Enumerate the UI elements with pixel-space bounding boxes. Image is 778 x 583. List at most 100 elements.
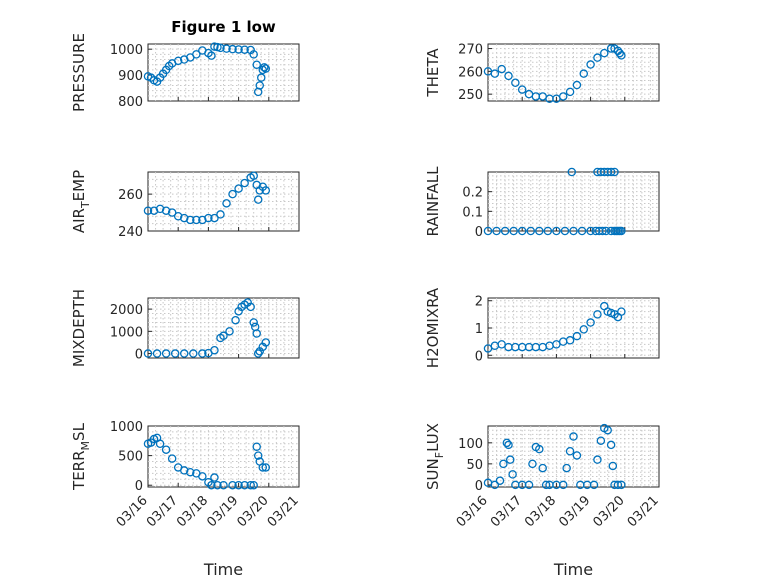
data-point — [173, 211, 183, 221]
data-point — [492, 226, 501, 236]
data-point — [524, 480, 534, 490]
data-point — [558, 92, 568, 101]
data-point — [565, 87, 575, 97]
data-point — [504, 440, 513, 450]
data-point — [234, 184, 243, 193]
data-point — [240, 45, 249, 54]
y-axis-label: PRESSURE — [70, 33, 88, 112]
data-point — [222, 44, 231, 53]
data-point — [149, 206, 159, 215]
data-point — [517, 85, 527, 94]
data-point — [517, 226, 527, 236]
axes-box — [147, 297, 300, 359]
data-point — [569, 432, 578, 441]
data-point — [240, 480, 249, 490]
data-point — [179, 349, 189, 358]
data-point — [253, 349, 263, 358]
data-point — [249, 171, 258, 180]
data-point — [608, 461, 618, 471]
data-point — [152, 349, 162, 358]
data-point — [228, 189, 237, 199]
figure-title: Figure 1 low — [171, 18, 276, 36]
data-point — [234, 45, 243, 54]
data-point — [216, 210, 225, 219]
data-point — [509, 226, 518, 236]
x-tick-label: 03/16 — [454, 493, 491, 530]
y-axis-label: THETA — [424, 48, 442, 98]
data-point — [225, 327, 234, 336]
data-point — [198, 349, 207, 358]
data-point — [228, 480, 237, 490]
y-axis-label: AIRTEMP — [70, 170, 92, 233]
data-point — [261, 338, 271, 347]
y-tick-label: 0 — [135, 479, 143, 494]
data-point — [593, 455, 602, 464]
subplot-top-left: 800 900 1000 PRESSURE Figure 1 low — [70, 18, 300, 112]
data-point — [615, 48, 624, 58]
y-tick-label: 1000 — [110, 43, 143, 58]
data-point — [207, 480, 216, 490]
data-point — [260, 63, 269, 72]
data-point — [222, 199, 231, 208]
data-point — [490, 480, 500, 490]
data-point — [179, 213, 189, 223]
data-point — [535, 444, 544, 454]
data-point — [170, 349, 180, 358]
data-point — [204, 213, 213, 223]
data-point — [490, 69, 500, 78]
data-point — [261, 64, 271, 73]
data-point — [210, 213, 219, 223]
x-tick-label: 03/17 — [488, 493, 525, 530]
data-point — [504, 71, 513, 81]
x-tick-label: 03/16 — [114, 493, 151, 530]
data-point — [577, 226, 587, 236]
data-point — [173, 56, 183, 66]
x-tick-label: 03/20 — [591, 493, 628, 530]
y-tick-label: 0.1 — [462, 205, 483, 220]
data-point — [617, 226, 626, 236]
x-tick-label: 03/18 — [174, 493, 211, 530]
data-point — [495, 476, 505, 485]
data-point — [502, 438, 512, 448]
data-point — [198, 472, 207, 481]
data-point — [610, 167, 619, 177]
data-point — [210, 473, 219, 482]
data-point — [565, 336, 575, 345]
data-point — [505, 455, 515, 464]
data-point — [538, 463, 547, 473]
y-tick-label: 50 — [466, 458, 483, 473]
data-point — [192, 215, 201, 225]
y-tick-label: 0 — [475, 479, 483, 494]
data-point — [253, 195, 263, 204]
y-axis-label: RAINFALL — [424, 166, 442, 237]
data-point — [600, 48, 609, 58]
data-point — [511, 78, 520, 88]
data-point — [562, 463, 571, 473]
y-axis-label: SUNFLUX — [424, 423, 446, 490]
data-point — [508, 470, 517, 479]
data-point — [198, 215, 207, 225]
data-point — [572, 331, 582, 341]
y-tick-label: 0 — [135, 348, 143, 363]
data-point — [246, 302, 255, 312]
data-point — [240, 178, 249, 188]
data-point — [231, 315, 240, 325]
y-axis-label: H2OMIXRA — [424, 287, 442, 368]
x-tick-label: 03/21 — [265, 493, 302, 530]
y-tick-label: 1 — [475, 322, 483, 337]
y-tick-label: 2000 — [110, 303, 143, 318]
data-point — [500, 226, 510, 236]
data-point — [252, 60, 261, 69]
data-point — [207, 51, 216, 60]
data-point — [528, 459, 537, 469]
data-point — [613, 480, 623, 490]
data-point — [572, 451, 582, 460]
y-tick-label: 250 — [458, 88, 483, 103]
data-point — [179, 466, 189, 475]
subplot-bottom-right: 0 50 100 SUNFLUX — [424, 423, 660, 494]
data-point — [258, 463, 268, 472]
data-point — [617, 480, 626, 490]
subplot-row2-left: 240 260 AIRTEMP — [70, 170, 300, 240]
data-point — [596, 436, 606, 445]
